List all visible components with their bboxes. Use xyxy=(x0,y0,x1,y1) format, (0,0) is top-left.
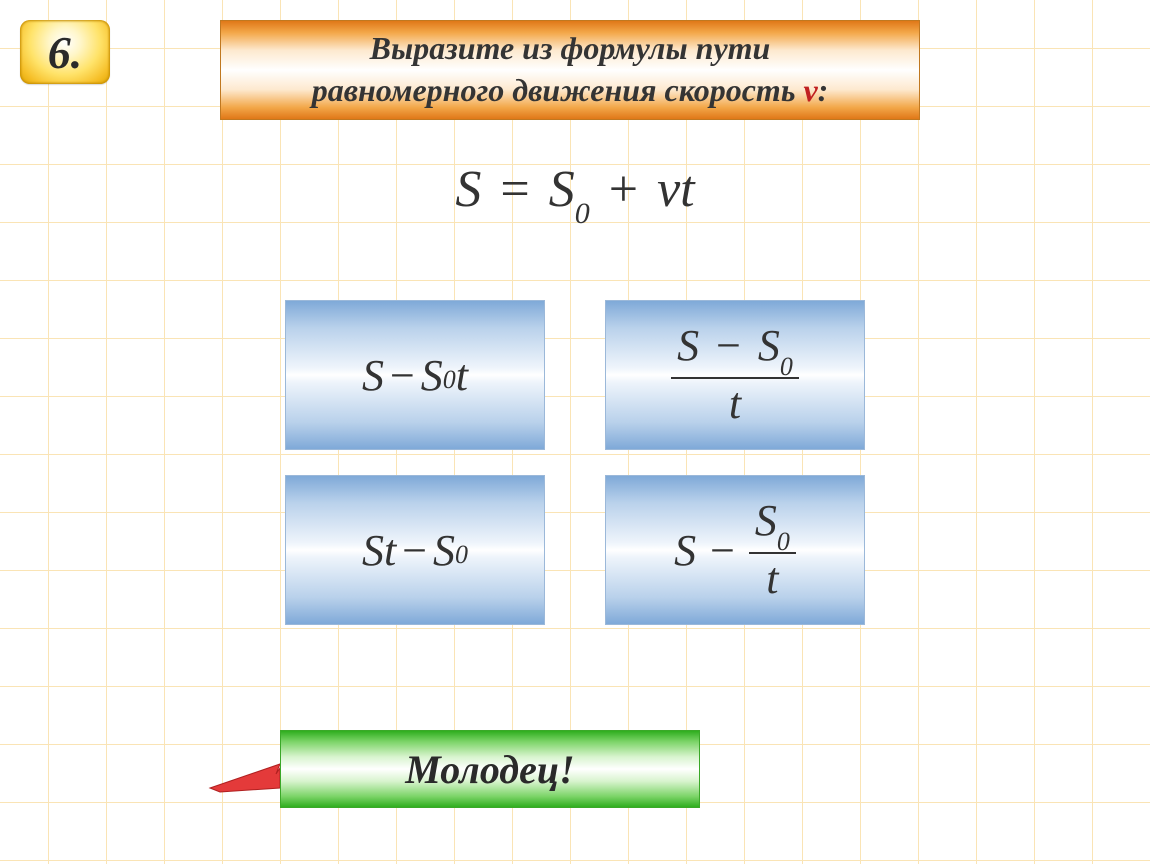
answer-grid: S − S0t S − S0 t St − S0 S − xyxy=(285,300,865,625)
feedback-banner: Молодец! xyxy=(280,730,700,808)
answer-option-c[interactable]: St − S0 xyxy=(285,475,545,625)
question-prompt: Выразите из формулы пути равномерного дв… xyxy=(220,20,920,120)
answer-option-a[interactable]: S − S0t xyxy=(285,300,545,450)
question-line-2: равномерного движения скорость v: xyxy=(312,70,829,112)
fraction: S − S0 t xyxy=(671,323,799,427)
question-line-1: Выразите из формулы пути xyxy=(370,28,771,70)
target-variable: v xyxy=(803,72,817,108)
question-number-badge: 6. xyxy=(20,20,110,84)
answer-option-b[interactable]: S − S0 t xyxy=(605,300,865,450)
slide-content: 6. Выразите из формулы пути равномерного… xyxy=(0,0,1150,864)
feedback-text: Молодец! xyxy=(405,746,574,793)
question-number-text: 6. xyxy=(48,26,83,79)
given-formula: S = S0 + vt xyxy=(0,160,1150,225)
fraction: S0 t xyxy=(749,498,796,602)
answer-option-d[interactable]: S − S0 t xyxy=(605,475,865,625)
